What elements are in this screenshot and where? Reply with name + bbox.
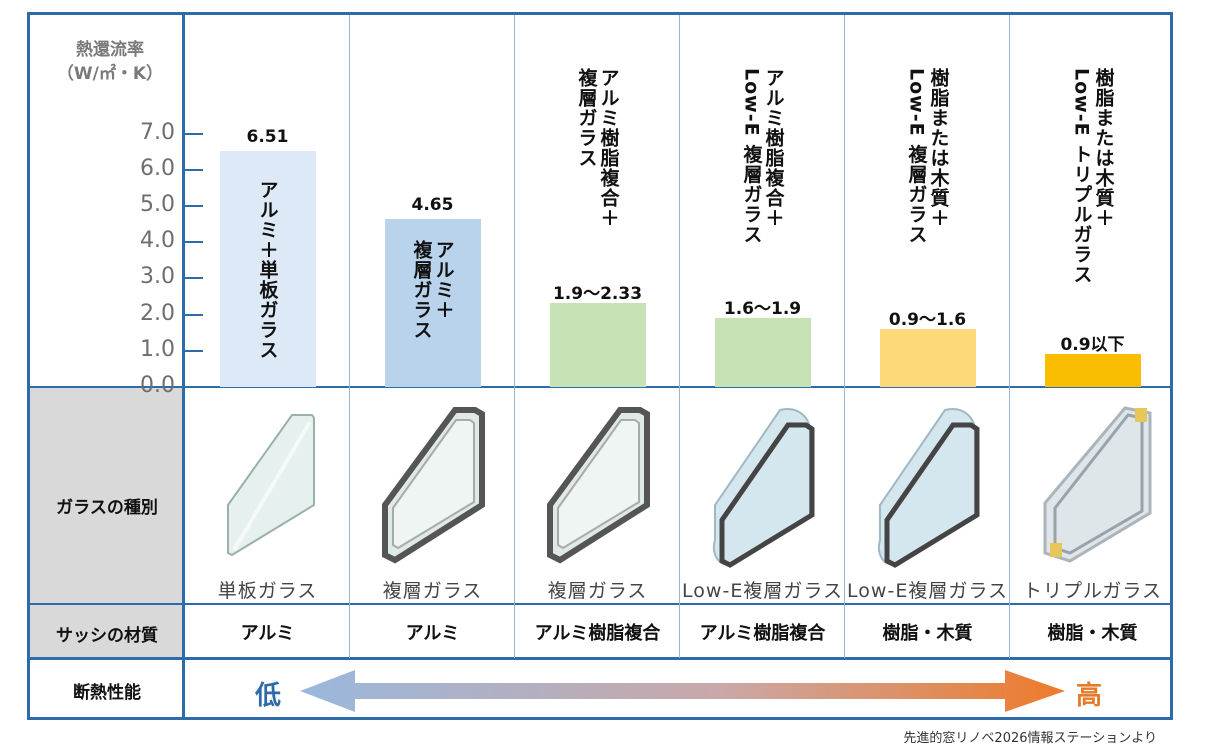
insulation-arrow (300, 670, 1065, 712)
bar-description: アルミ樹脂複合＋ 複層ガラス (575, 68, 620, 228)
bar (384, 218, 481, 387)
insulation-low: 低 (255, 681, 282, 711)
bar-value-label: 1.6～1.9 (723, 299, 802, 320)
bar (879, 329, 976, 387)
bar-description: アルミ樹脂複合＋ Low-E 複層ガラス (740, 68, 785, 245)
ytick-mark (183, 168, 203, 171)
bar-value-label: 1.9～2.33 (552, 283, 643, 304)
bar-description: アルミ＋ 複層ガラス (410, 240, 455, 340)
sash-material-label: 樹脂・木質 (1047, 623, 1138, 644)
sash-material-label: 樹脂・木質 (882, 623, 973, 644)
glass-type-header: ガラスの種別 (56, 498, 158, 518)
bar-description: 樹脂または木質＋ Low-E 複層ガラス (905, 68, 950, 245)
row-divider-glass (30, 603, 1170, 605)
baseline-line (30, 386, 1170, 388)
ytick-mark (183, 349, 203, 352)
bar (1044, 354, 1141, 387)
insulation-header: 断熱性能 (73, 683, 141, 703)
header-column-divider (182, 12, 185, 720)
bar-value-label: 0.9以下 (1060, 335, 1125, 356)
bar-description: 樹脂または木質＋ Low-E トリプルガラス (1070, 68, 1115, 285)
row-divider-sash (30, 657, 1170, 660)
bar-value-label: 6.51 (246, 127, 289, 148)
ytick-label: 6.0 (140, 155, 175, 181)
ytick-label: 5.0 (140, 192, 175, 217)
ytick-mark (183, 277, 203, 280)
ytick-mark (183, 132, 203, 135)
sash-material-label: アルミ (405, 623, 460, 644)
column-divider (844, 15, 845, 658)
sash-material-header: サッシの材質 (56, 626, 158, 646)
sash-material-label: アルミ (240, 623, 295, 644)
bar-description: アルミ＋単板ガラス (256, 180, 279, 360)
chart-frame (27, 12, 1173, 720)
ytick-label: 7.0 (140, 119, 175, 145)
ytick-mark (183, 313, 203, 316)
insulation-high: 高 (1076, 681, 1103, 711)
ytick-label: 3.0 (140, 264, 175, 290)
gray-panel (30, 388, 184, 658)
ytick-mark (183, 241, 203, 244)
sash-material-label: アルミ樹脂複合 (534, 623, 661, 644)
column-divider (1009, 15, 1010, 658)
ylabel-line1: 熱還流率 (76, 40, 144, 60)
ytick-label: 1.0 (140, 336, 175, 362)
single-glass-icon (227, 414, 315, 557)
ytick-label: 4.0 (140, 228, 175, 254)
column-divider (679, 15, 680, 658)
ytick-label: 2.0 (140, 300, 175, 326)
source-note: 先進的窓リノベ2026情報ステーションより (903, 731, 1157, 746)
bar (549, 302, 646, 387)
double-glass-icon (547, 407, 650, 564)
sash-material-label: アルミ樹脂複合 (699, 623, 826, 644)
bar-value-label: 0.9～1.6 (888, 310, 967, 331)
glass-type-label: 複層ガラス (547, 580, 648, 602)
glass-type-label: Low-E複層ガラス (682, 580, 843, 602)
low-e-double-glass-icon (877, 408, 980, 568)
double-glass-icon (382, 407, 485, 564)
ytick-label: 0.0 (140, 373, 175, 398)
bar-value-label: 4.65 (411, 194, 454, 215)
low-e-double-glass-icon (712, 408, 815, 568)
glass-type-label: トリプルガラス (1022, 580, 1163, 602)
ylabel-line2: （W/㎡・K） (56, 64, 164, 84)
column-divider (514, 15, 515, 658)
bar (714, 318, 811, 387)
glass-type-label: 複層ガラス (382, 580, 483, 602)
column-divider (349, 15, 350, 658)
glass-type-label: Low-E複層ガラス (847, 580, 1008, 602)
glass-type-label: 単板ガラス (217, 580, 318, 602)
triple-glass-icon (1043, 406, 1152, 563)
bar (219, 151, 316, 387)
ytick-mark (183, 205, 203, 207)
